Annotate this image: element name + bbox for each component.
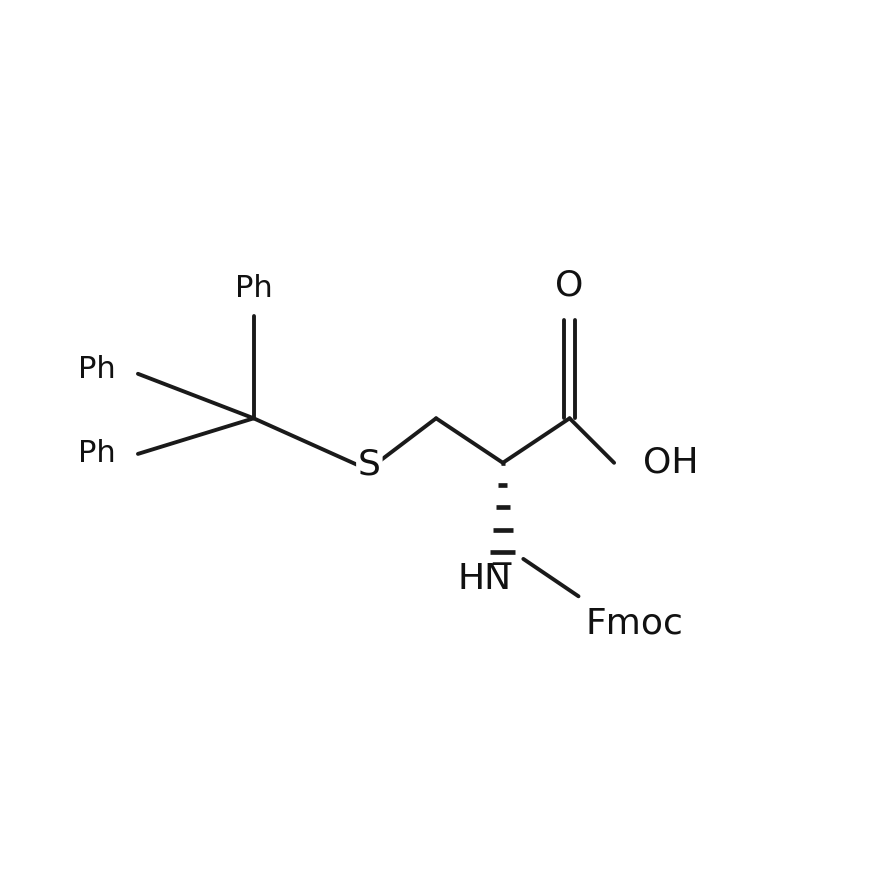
Text: Ph: Ph bbox=[78, 355, 116, 384]
Text: S: S bbox=[358, 448, 381, 481]
Text: Fmoc: Fmoc bbox=[586, 607, 684, 641]
Text: O: O bbox=[555, 269, 584, 303]
Text: Ph: Ph bbox=[78, 440, 116, 468]
Text: HN̅: HN̅ bbox=[458, 562, 512, 596]
Text: Ph: Ph bbox=[235, 273, 272, 303]
Text: OH: OH bbox=[643, 446, 698, 480]
